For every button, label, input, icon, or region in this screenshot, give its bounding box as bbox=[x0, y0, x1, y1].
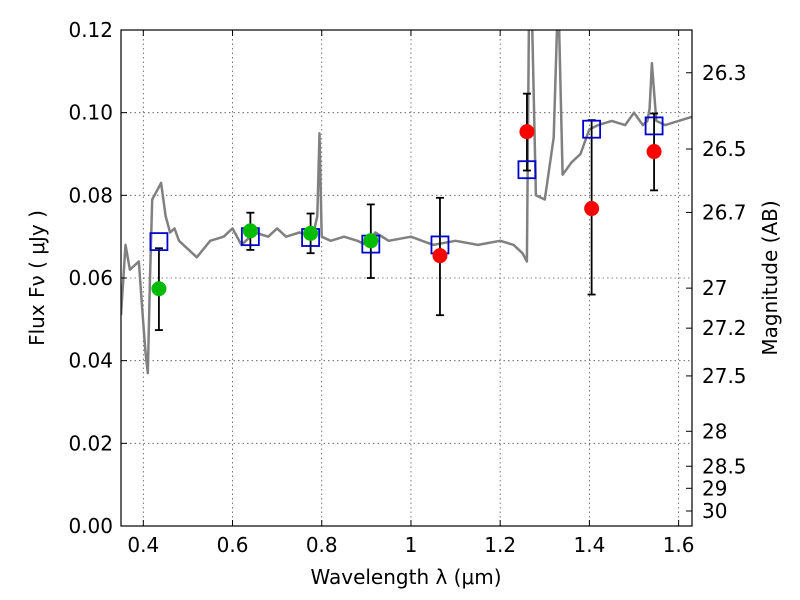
y-tick-label: 0.10 bbox=[68, 101, 113, 125]
right-tick-label: 26.5 bbox=[702, 137, 747, 161]
y-tick-label: 0.08 bbox=[68, 183, 113, 207]
x-tick-label: 0.6 bbox=[217, 533, 249, 557]
data-points bbox=[149, 116, 664, 297]
right-tick-label: 27.2 bbox=[702, 316, 747, 340]
plot-area bbox=[121, 30, 692, 375]
red-data-point bbox=[432, 248, 448, 264]
x-tick-label: 1.6 bbox=[663, 533, 695, 557]
green-data-point bbox=[242, 223, 258, 239]
x-tick-label: 0.4 bbox=[127, 533, 159, 557]
x-tick-label: 1.2 bbox=[484, 533, 516, 557]
x-tick-label: 1.4 bbox=[573, 533, 605, 557]
x-tick-label: 0.8 bbox=[306, 533, 338, 557]
model-square-marker bbox=[517, 160, 537, 180]
model-square-marker bbox=[149, 232, 169, 252]
right-tick-label: 26.7 bbox=[702, 200, 747, 224]
green-data-point bbox=[363, 233, 379, 249]
model-square-marker bbox=[644, 116, 664, 136]
red-data-point bbox=[519, 124, 535, 140]
right-tick-label: 27 bbox=[702, 276, 727, 300]
grid bbox=[121, 29, 692, 527]
y-axis-label: Flux Fν ( μJy ) bbox=[25, 210, 49, 346]
x-tick-label: 1 bbox=[405, 533, 418, 557]
right-tick-label: 28.5 bbox=[702, 454, 747, 478]
y-tick-label: 0.00 bbox=[68, 514, 113, 538]
right-tick-label: 26.3 bbox=[702, 61, 747, 85]
right-tick-label: 30 bbox=[702, 499, 727, 523]
x-axis-label: Wavelength λ (μm) bbox=[310, 565, 501, 589]
green-data-point bbox=[303, 225, 319, 241]
green-data-point bbox=[151, 281, 167, 297]
sed-model-line bbox=[121, 30, 692, 375]
red-data-point bbox=[646, 144, 662, 160]
axis-ticks: 0.4 0.6 0.8 1 1.2 1.4 1.6 0.00 0.02 0.04 0.06 0.08 0… bbox=[68, 18, 746, 557]
right-tick-label: 27.5 bbox=[702, 364, 747, 388]
y-tick-label: 0.02 bbox=[68, 431, 113, 455]
y-tick-label: 0.12 bbox=[68, 18, 113, 42]
right-tick-label: 29 bbox=[702, 476, 727, 500]
right-tick-label: 28 bbox=[702, 419, 727, 443]
y-tick-label: 0.04 bbox=[68, 349, 113, 373]
y-tick-label: 0.06 bbox=[68, 266, 113, 290]
right-axis-label: Magnitude (AB) bbox=[758, 200, 782, 355]
model-square-marker bbox=[582, 119, 602, 139]
red-data-point bbox=[584, 201, 600, 217]
